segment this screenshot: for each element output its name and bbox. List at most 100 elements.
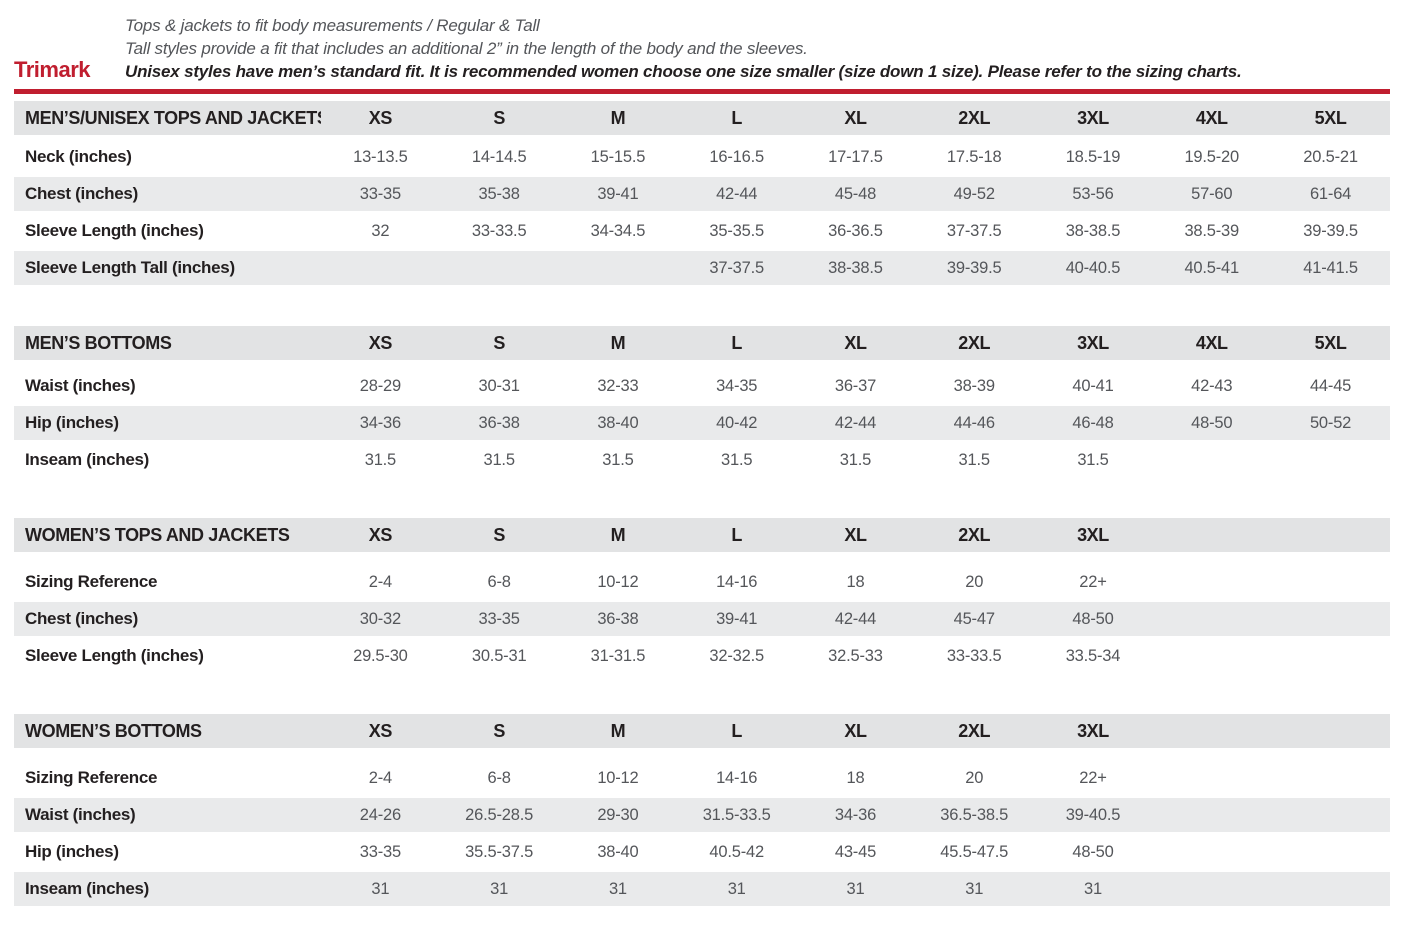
size-value-cell: 38-39	[914, 369, 1034, 406]
size-value-cell: 24-26	[321, 798, 440, 835]
size-value-cell: 50-52	[1271, 406, 1390, 443]
size-value-cell: 42-44	[796, 406, 915, 443]
size-value-cell: 38-40	[558, 835, 678, 872]
row-label: Neck (inches)	[14, 140, 321, 177]
size-value-cell: 44-45	[1271, 369, 1390, 406]
size-value-cell	[1152, 835, 1272, 872]
size-column-header-3xl: 3XL	[1033, 101, 1153, 135]
size-value-cell: 14-14.5	[439, 140, 559, 177]
size-value-cell: 31.5	[439, 443, 559, 480]
row-label: Chest (inches)	[14, 177, 321, 214]
size-value-cell: 34-34.5	[558, 214, 678, 251]
header-body-gap-cell	[14, 552, 1390, 565]
size-value-cell: 18.5-19	[1033, 140, 1153, 177]
size-column-header-s: S	[439, 326, 559, 360]
size-column-header-l: L	[677, 101, 797, 135]
row-label: Inseam (inches)	[14, 443, 321, 480]
brand-logo: Trimark	[14, 57, 91, 82]
size-value-cell	[439, 251, 559, 288]
size-value-cell	[321, 251, 440, 288]
size-value-cell	[1152, 639, 1272, 676]
size-value-cell: 33-35	[321, 177, 440, 214]
table-row: Sleeve Length (inches) 32 33-33.5 34-34.5 35…	[14, 214, 1390, 251]
size-value-cell: 6-8	[439, 761, 559, 798]
size-column-header-xl: XL	[796, 714, 915, 748]
size-value-cell: 32-33	[558, 369, 678, 406]
header-body-gap-cell	[14, 360, 1390, 369]
header-divider-rule	[14, 89, 1390, 94]
size-value-cell: 6-8	[439, 565, 559, 602]
size-table-womens-tops-and-jackets: WOMEN’S TOPS AND JACKETS XS S M L XL 2XL 3XL Siz…	[14, 518, 1390, 676]
size-column-header-l: L	[677, 326, 797, 360]
size-value-cell: 34-36	[796, 798, 915, 835]
size-value-cell: 57-60	[1152, 177, 1272, 214]
row-label: Inseam (inches)	[14, 872, 321, 909]
size-table-womens-bottoms: WOMEN’S BOTTOMS XS S M L XL 2XL 3XL Sizing Refer…	[14, 714, 1390, 909]
size-value-cell: 31	[796, 872, 915, 909]
size-column-header-s: S	[439, 518, 559, 552]
intro-line-3: Unisex styles have men’s standard fit. I…	[125, 62, 1242, 81]
size-value-cell: 14-16	[677, 761, 797, 798]
size-value-cell: 18	[796, 565, 915, 602]
size-value-cell	[558, 251, 678, 288]
size-column-header-2xl: 2XL	[914, 518, 1034, 552]
size-column-header-m: M	[558, 326, 678, 360]
size-column-header-xs: XS	[321, 326, 440, 360]
size-value-cell: 40-41	[1033, 369, 1153, 406]
row-label: Hip (inches)	[14, 835, 321, 872]
size-value-cell: 33.5-34	[1033, 639, 1153, 676]
size-column-header-3xl: 3XL	[1033, 326, 1153, 360]
row-label: Sleeve Length Tall (inches)	[14, 251, 321, 288]
size-value-cell: 38-40	[558, 406, 678, 443]
table-title-mens-bottoms: MEN’S BOTTOMS	[14, 326, 321, 360]
table-row: Neck (inches) 13-13.5 14-14.5 15-15.5 16-16.…	[14, 140, 1390, 177]
table-header-row: MEN’S/UNISEX TOPS AND JACKETS XS S M L XL 2XL 3…	[14, 101, 1390, 135]
size-value-cell: 39-41	[558, 177, 678, 214]
size-value-cell: 26.5-28.5	[439, 798, 559, 835]
size-value-cell	[1152, 565, 1272, 602]
size-column-header-s: S	[439, 101, 559, 135]
size-value-cell: 36-37	[796, 369, 915, 406]
table-row: Chest (inches) 33-35 35-38 39-41 42-44 45-48 4…	[14, 177, 1390, 214]
size-column-header-l: L	[677, 714, 797, 748]
size-value-cell: 42-44	[796, 602, 915, 639]
size-value-cell: 31	[677, 872, 797, 909]
size-value-cell: 36-36.5	[796, 214, 915, 251]
size-value-cell: 48-50	[1033, 602, 1153, 639]
table-row: Sizing Reference 2-4 6-8 10-12 14-16 18 20 22+	[14, 565, 1390, 602]
size-value-cell: 40-40.5	[1033, 251, 1153, 288]
size-value-cell: 32-32.5	[677, 639, 797, 676]
size-column-header-2xl: 2XL	[914, 326, 1034, 360]
size-value-cell: 29-30	[558, 798, 678, 835]
size-value-cell: 20	[914, 761, 1034, 798]
size-value-cell: 48-50	[1152, 406, 1272, 443]
size-value-cell: 31	[914, 872, 1034, 909]
size-column-header-4xl: 4XL	[1152, 326, 1272, 360]
size-value-cell: 36.5-38.5	[914, 798, 1034, 835]
size-value-cell: 40.5-42	[677, 835, 797, 872]
size-value-cell	[1152, 798, 1272, 835]
header-body-gap	[14, 360, 1390, 369]
size-value-cell: 33-35	[439, 602, 559, 639]
size-value-cell: 40.5-41	[1152, 251, 1272, 288]
size-value-cell: 36-38	[558, 602, 678, 639]
size-column-header-empty	[1152, 714, 1272, 748]
size-value-cell: 45-47	[914, 602, 1034, 639]
size-value-cell: 34-36	[321, 406, 440, 443]
page-header: Trimark Tops & jackets to fit body measu…	[14, 14, 1390, 83]
table-row: Sleeve Length (inches) 29.5-30 30.5-31 31-3…	[14, 639, 1390, 676]
intro-line-1: Tops & jackets to fit body measurements …	[125, 16, 540, 35]
size-value-cell: 48-50	[1033, 835, 1153, 872]
size-value-cell: 35.5-37.5	[439, 835, 559, 872]
table-row: Inseam (inches) 31 31 31 31 31 31 31	[14, 872, 1390, 909]
table-row: Sleeve Length Tall (inches) 37-37.5 38-38.…	[14, 251, 1390, 288]
size-value-cell	[1271, 639, 1390, 676]
size-value-cell: 39-40.5	[1033, 798, 1153, 835]
size-value-cell: 41-41.5	[1271, 251, 1390, 288]
size-value-cell	[1152, 761, 1272, 798]
size-value-cell: 46-48	[1033, 406, 1153, 443]
size-value-cell: 39-39.5	[914, 251, 1034, 288]
row-label: Hip (inches)	[14, 406, 321, 443]
size-value-cell: 31.5-33.5	[677, 798, 797, 835]
size-value-cell: 30-32	[321, 602, 440, 639]
